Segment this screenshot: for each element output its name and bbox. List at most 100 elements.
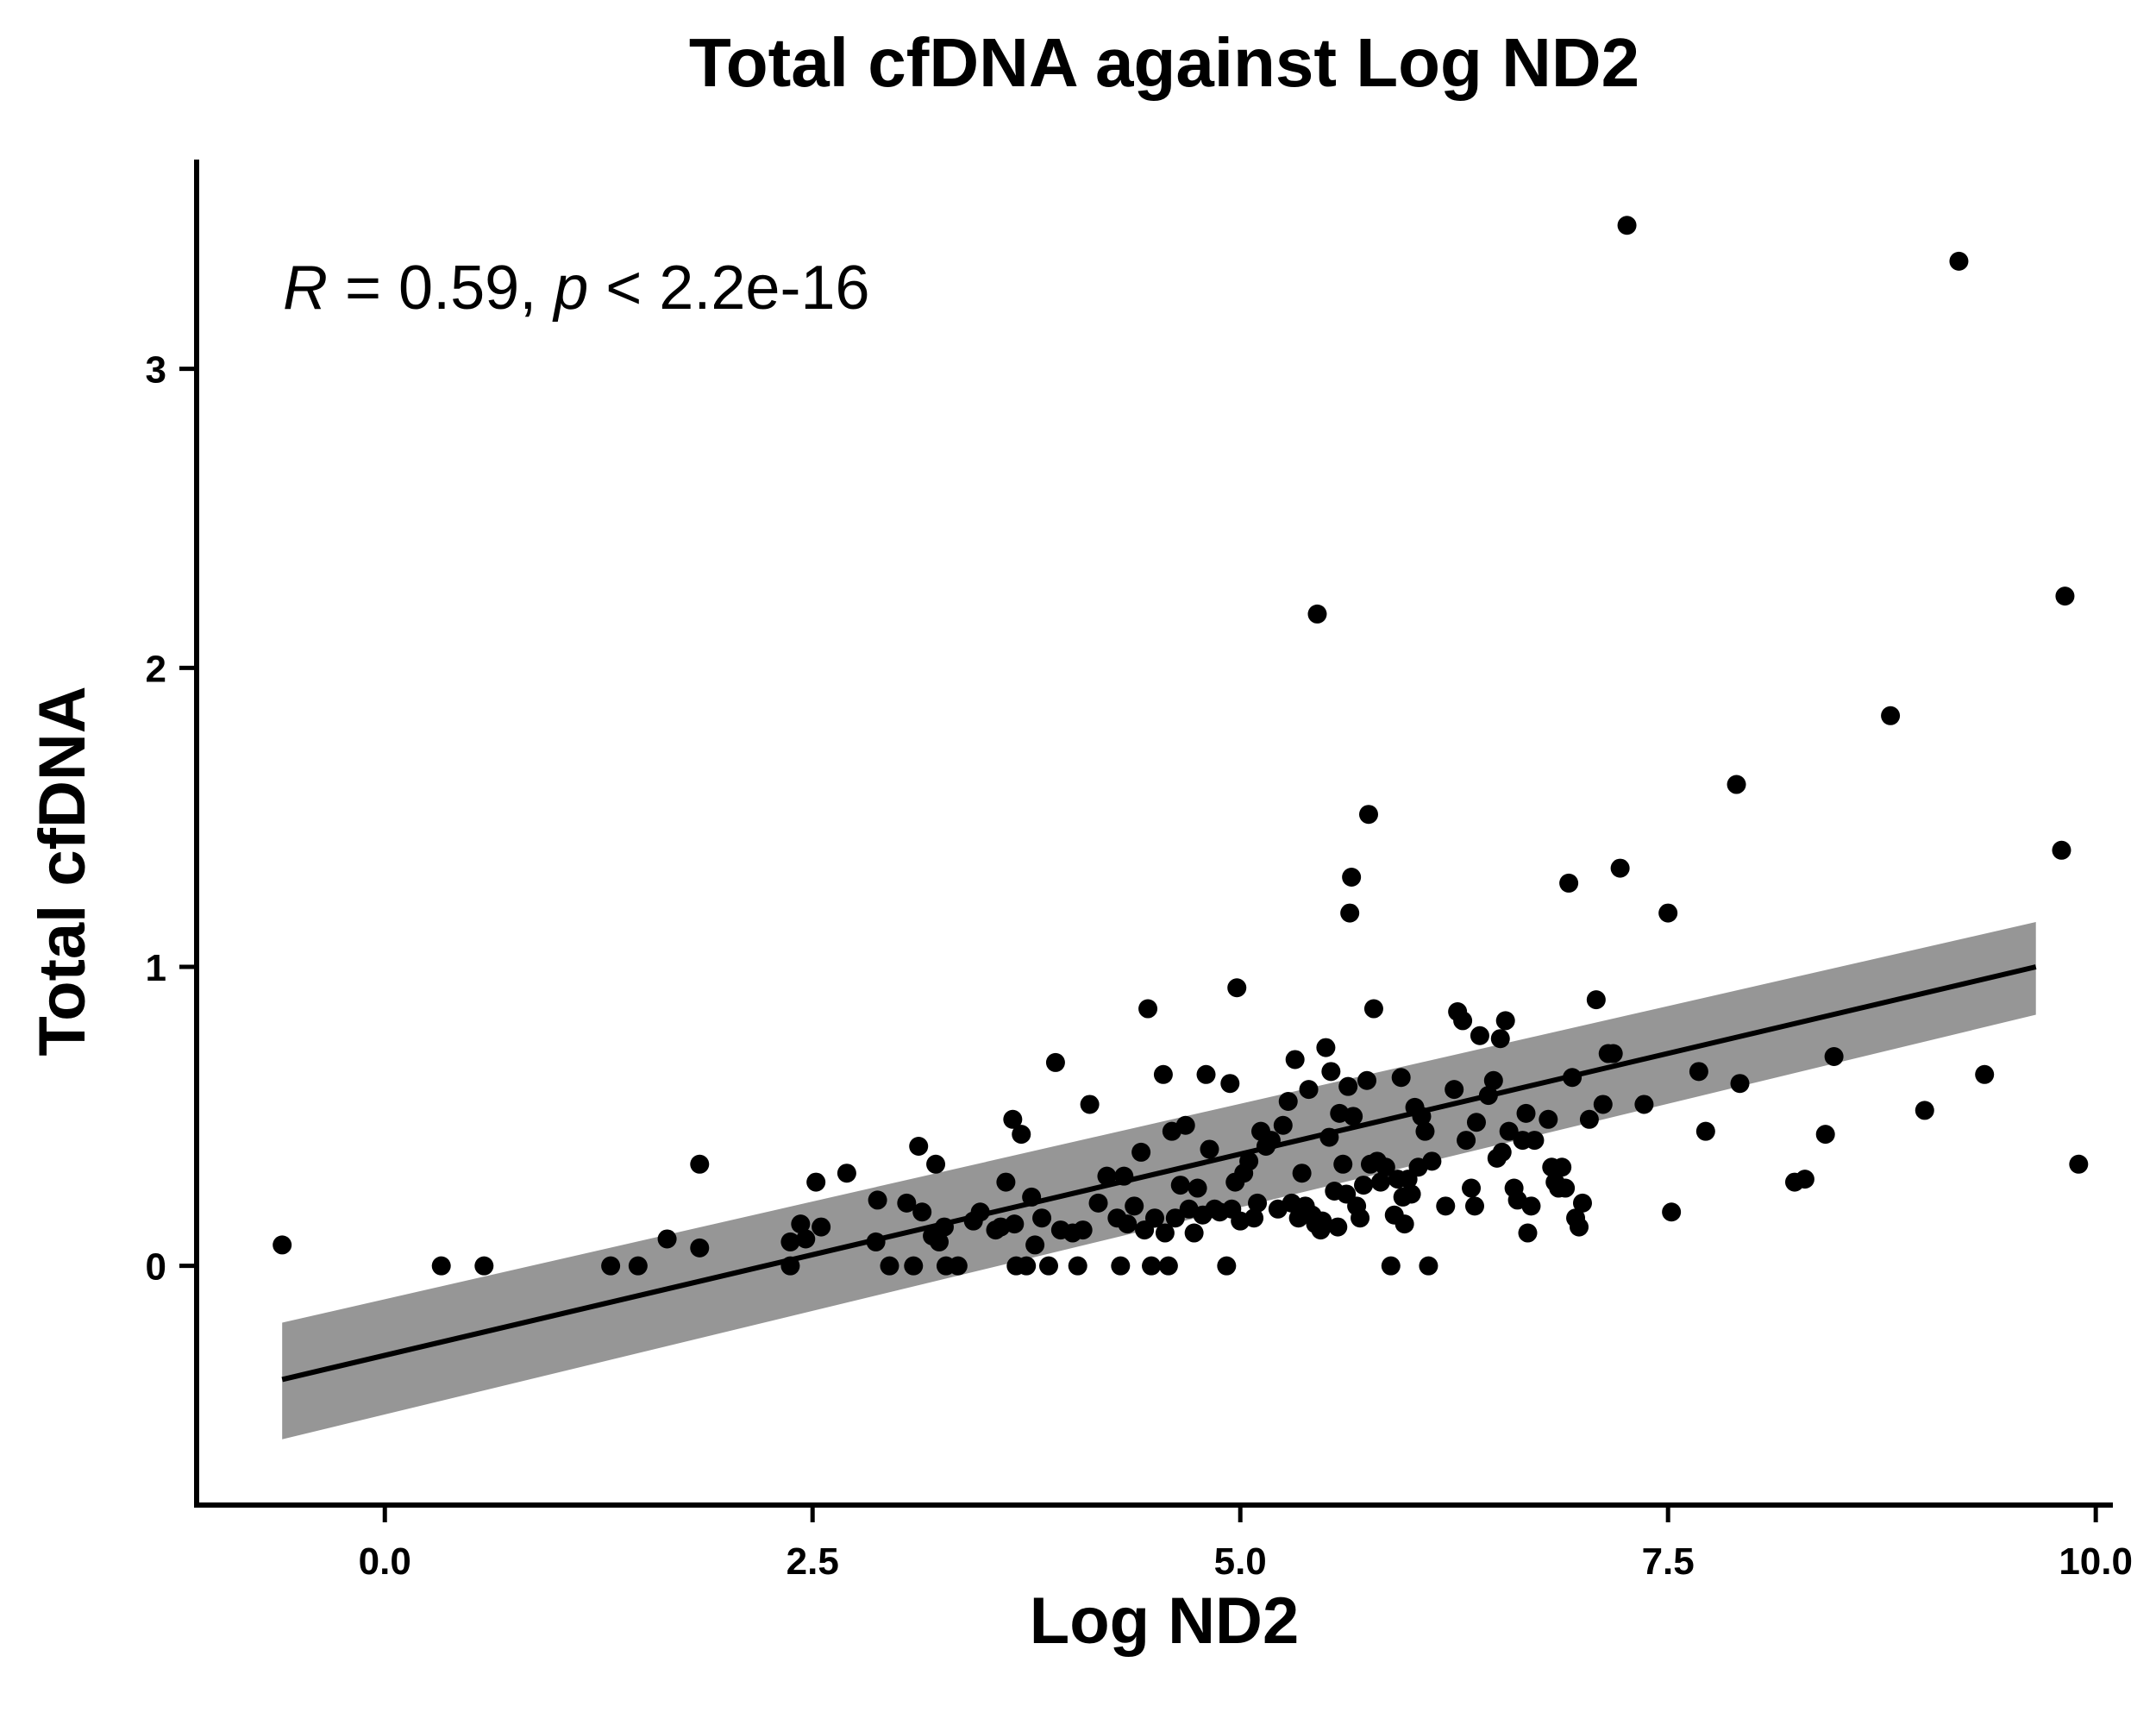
data-point [1328,1217,1348,1237]
data-point [1370,1172,1390,1192]
annotation-p-value: < 2.2e-16 [588,254,869,323]
data-point [1570,1217,1589,1237]
y-axis-ticks: 0 1 2 3 [146,349,197,1289]
data-point [1470,1026,1489,1045]
data-point [1658,903,1678,923]
data-point [1319,1127,1339,1147]
data-point [1401,1184,1421,1204]
data-point [1248,1193,1268,1213]
data-point [1695,1121,1715,1141]
data-point [1539,1109,1558,1129]
data-point [1391,1068,1411,1088]
data-point [431,1256,451,1276]
data-point [1689,1062,1708,1082]
regression-line [281,964,2037,1383]
correlation-annotation: R = 0.59, p < 2.2e-16 [283,254,870,323]
data-point [628,1256,648,1276]
data-point [1022,1187,1042,1207]
data-point [1239,1151,1259,1171]
data-point [1949,251,1969,271]
data-point [1073,1220,1093,1240]
data-point [1556,1178,1576,1198]
data-point [1363,999,1383,1019]
data-point [1125,1196,1144,1216]
data-point [1730,1074,1750,1094]
data-point [690,1238,710,1258]
data-point [1344,1107,1363,1126]
data-point [1358,805,1378,825]
data-point [1097,1166,1117,1186]
data-point [690,1154,710,1174]
data-point [657,1229,677,1249]
data-point [904,1256,924,1276]
data-point [1165,1208,1185,1228]
data-point [866,1232,886,1251]
data-point [1196,1064,1216,1084]
data-point [912,1202,932,1222]
data-point [1118,1214,1138,1234]
data-point [1492,1142,1512,1162]
data-point [880,1256,899,1276]
data-point [796,1229,816,1249]
data-point [1483,1070,1503,1090]
data-point [926,1154,946,1174]
data-point [1017,1256,1037,1276]
data-point [1005,1214,1025,1234]
data-point [1188,1178,1207,1198]
chart-title: Total cfDNA against Log ND2 [689,24,1639,101]
data-point [1292,1164,1312,1183]
data-point [930,1232,950,1251]
data-point [868,1190,887,1210]
data-point [1412,1107,1432,1126]
data-point [837,1164,856,1183]
data-points-layer [273,216,2089,1276]
data-point [1032,1208,1052,1228]
data-point [1466,1113,1486,1132]
data-point [1038,1256,1058,1276]
data-point [1727,775,1746,794]
data-point [1357,1070,1377,1090]
y-tick-label: 1 [146,947,166,989]
data-point [1490,1029,1510,1049]
data-point [806,1172,826,1192]
data-point [1395,1214,1414,1234]
data-point [1881,706,1901,725]
y-axis-label: Total cfDNA [26,686,99,1056]
data-point [1175,1115,1195,1135]
data-point [1278,1092,1298,1111]
x-tick-label: 5.0 [1214,1540,1267,1583]
data-point [1376,1157,1395,1177]
data-point [1155,1223,1175,1243]
data-point [1088,1193,1108,1213]
data-point [1003,1109,1023,1129]
data-point [1462,1178,1482,1198]
data-point [1184,1223,1204,1243]
data-point [1593,1095,1613,1114]
data-point [1316,1038,1336,1057]
y-tick-label: 3 [146,349,166,392]
data-point [1495,1011,1515,1031]
data-point [1572,1193,1592,1213]
data-point [970,1202,990,1222]
data-point [1333,1154,1353,1174]
data-point [1158,1256,1178,1276]
x-tick-label: 7.5 [1642,1540,1695,1583]
data-point [1415,1121,1435,1141]
data-point [1342,868,1362,887]
data-point [1915,1101,1934,1120]
annotation-r-symbol: R [283,254,328,323]
data-point [1525,1131,1545,1151]
data-point [273,1235,292,1255]
data-point [1518,1223,1538,1243]
data-point [1340,903,1360,923]
data-point [1795,1170,1814,1189]
data-point [1200,1139,1219,1159]
data-point [1422,1151,1442,1171]
data-point [1285,1050,1305,1070]
data-point [1131,1142,1151,1162]
data-point [934,1217,954,1237]
data-point [1244,1208,1264,1228]
data-point [1453,1011,1473,1031]
data-point [1815,1125,1835,1145]
